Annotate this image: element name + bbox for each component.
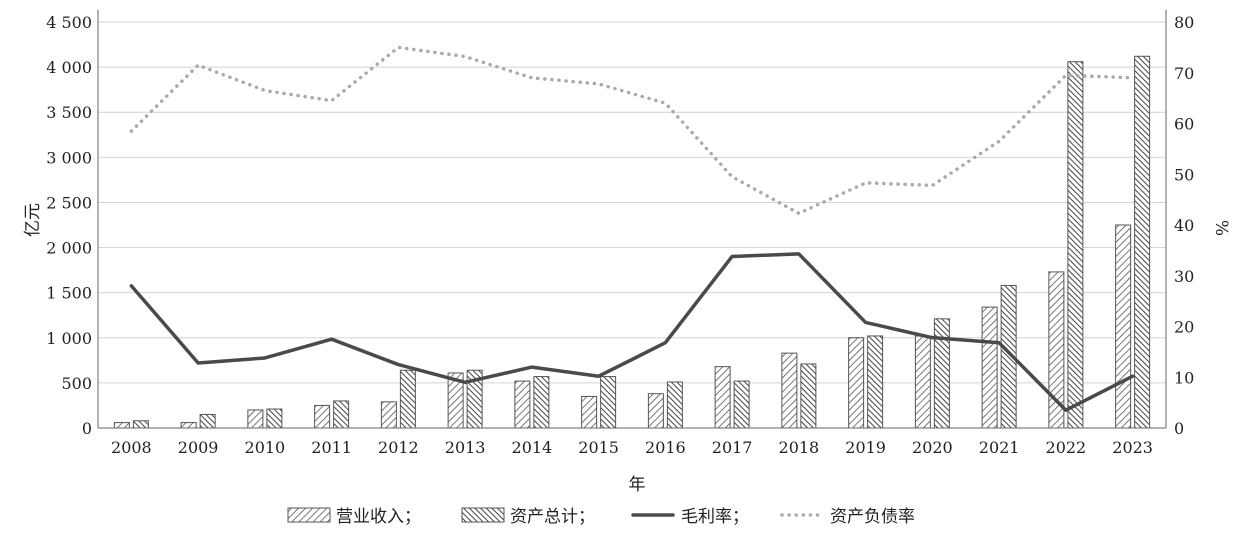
- bar-assets: [533, 376, 550, 429]
- y-tick-label: 3 000: [46, 148, 92, 167]
- x-tick-label: 2013: [445, 438, 486, 457]
- x-tick-label: 2014: [512, 438, 553, 457]
- gridlines: [98, 21, 1166, 384]
- legend-label: 营业收入；: [336, 507, 421, 527]
- bar-revenue: [247, 409, 264, 429]
- bars: [113, 55, 1151, 429]
- y-tick-label: 4 000: [46, 58, 92, 77]
- x-tick-label: 2016: [645, 438, 686, 457]
- y-tick-label: 4 500: [46, 13, 92, 32]
- y-tick-label: 1 500: [46, 284, 92, 303]
- x-tick-label: 2019: [845, 438, 886, 457]
- legend-label: 资产总计；: [510, 507, 595, 527]
- bar-assets: [867, 335, 884, 429]
- x-tick-label: 2010: [245, 438, 286, 457]
- x-tick-label: 2008: [111, 438, 152, 457]
- y-tick-label: 1 000: [46, 329, 92, 348]
- x-tick-label: 2012: [378, 438, 419, 457]
- bar-assets: [399, 369, 416, 429]
- y2-tick-label: 50: [1174, 165, 1194, 184]
- legend-swatch: [461, 507, 505, 523]
- y2-tick-label: 30: [1174, 267, 1194, 286]
- bar-revenue: [848, 337, 865, 429]
- bar-revenue: [781, 352, 798, 429]
- x-tick-label: 2020: [912, 438, 953, 457]
- line-gross-margin: [129, 252, 1135, 412]
- y-axis-title: 亿元: [23, 203, 43, 237]
- y-tick-label: 2 000: [46, 239, 92, 258]
- x-tick-label: 2017: [712, 438, 753, 457]
- bar-assets: [800, 363, 817, 429]
- bar-revenue: [714, 366, 731, 429]
- y-tick-label: 500: [61, 374, 92, 393]
- bar-assets: [933, 318, 950, 429]
- y2-tick-label: 60: [1174, 115, 1194, 134]
- bar-assets: [1067, 61, 1084, 429]
- bar-assets: [733, 380, 750, 429]
- x-tick-label: 2021: [979, 438, 1020, 457]
- y2-tick-label: 10: [1174, 368, 1194, 387]
- bar-revenue: [113, 422, 130, 429]
- x-tick-label: 2011: [311, 438, 352, 457]
- y2-tick-label: 20: [1174, 318, 1194, 337]
- bar-revenue: [514, 380, 531, 429]
- legend-label: 毛利率；: [681, 507, 749, 527]
- bar-assets: [199, 413, 216, 429]
- y-tick-label: 2 500: [46, 193, 92, 212]
- legend: 营业收入； 资产总计； 毛利率； 资产负债率: [287, 507, 915, 527]
- bar-assets: [266, 408, 283, 429]
- bar-revenue: [647, 393, 664, 429]
- x-tick-label: 2018: [779, 438, 820, 457]
- bar-assets: [1134, 55, 1151, 429]
- x-tick-label: 2009: [178, 438, 219, 457]
- legend-label: 资产负债率: [830, 507, 915, 527]
- y2-tick-label: 0: [1174, 419, 1184, 438]
- legend-swatch: [287, 507, 331, 523]
- y2-tick-label: 80: [1174, 13, 1194, 32]
- bar-revenue: [180, 422, 197, 429]
- lines: [129, 45, 1135, 412]
- bar-assets: [666, 381, 683, 429]
- bar-revenue: [314, 404, 331, 429]
- bar-revenue: [581, 395, 598, 429]
- x-tick-label: 2023: [1112, 438, 1153, 457]
- x-axis-title: 年: [629, 475, 646, 495]
- y-tick-label: 0: [82, 419, 92, 438]
- x-tick-label: 2015: [578, 438, 619, 457]
- bar-revenue: [914, 335, 931, 429]
- x-tick-label: 2022: [1046, 438, 1087, 457]
- line-debt-ratio: [129, 45, 1135, 216]
- y2-tick-label: 40: [1174, 216, 1194, 235]
- bar-revenue: [981, 306, 998, 429]
- bar-assets: [333, 400, 350, 429]
- y2-tick-label: 70: [1174, 64, 1194, 83]
- bar-revenue: [380, 401, 397, 429]
- bar-assets: [600, 376, 617, 429]
- y-tick-label: 3 500: [46, 103, 92, 122]
- bar-assets: [132, 420, 149, 429]
- y2-axis-title: %: [1211, 220, 1231, 236]
- bar-revenue: [1115, 224, 1132, 429]
